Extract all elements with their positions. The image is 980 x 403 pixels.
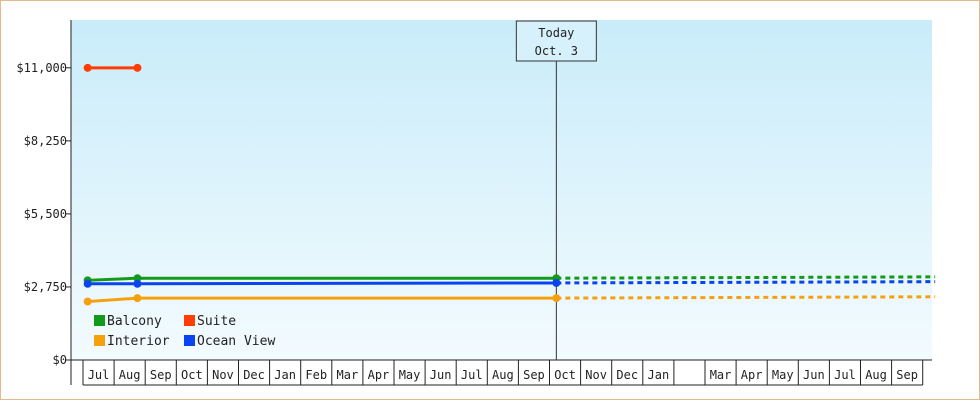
y-tick-label: $0 xyxy=(53,353,67,367)
x-tick-label: May xyxy=(399,368,421,382)
data-point-interior xyxy=(133,294,142,303)
plot-area xyxy=(71,20,932,360)
series-line-ocean-view xyxy=(87,281,557,286)
x-tick-label: Jul xyxy=(834,368,856,382)
x-tick-label: Aug xyxy=(865,368,887,382)
today-label: Today xyxy=(538,26,574,40)
x-tick-label: Nov xyxy=(212,368,234,382)
data-point-ocean-view xyxy=(552,278,561,287)
x-tick-label: Jul xyxy=(88,368,110,382)
x-tick-label: Oct xyxy=(181,368,203,382)
data-point-balcony xyxy=(133,274,142,283)
legend-swatch-suite xyxy=(184,315,195,326)
y-axis: $0 $2,750 $5,500 $8,250 $11,000 xyxy=(16,20,72,385)
series-projection-ocean-view xyxy=(556,280,936,285)
legend-swatch-interior xyxy=(94,335,105,346)
y-tick-label: $11,000 xyxy=(16,61,67,75)
legend-swatch-balcony xyxy=(94,315,105,326)
x-tick-label: Aug xyxy=(492,368,514,382)
x-tick-label: Dec xyxy=(243,368,265,382)
x-tick-label: Oct xyxy=(554,368,576,382)
x-tick-label: Jun xyxy=(430,368,452,382)
x-tick-label: Aug xyxy=(119,368,141,382)
x-tick-label: Jun xyxy=(803,368,825,382)
x-tick-label: Apr xyxy=(368,368,390,382)
x-tick-label: Jul xyxy=(461,368,483,382)
x-tick-label: May xyxy=(772,368,794,382)
data-point-interior xyxy=(552,294,561,303)
data-point-suite xyxy=(133,63,142,72)
data-point-ocean-view xyxy=(83,279,92,288)
data-point-suite xyxy=(83,63,92,72)
legend-label-suite: Suite xyxy=(197,314,236,329)
x-tick-label: Jan xyxy=(648,368,670,382)
x-tick-label: Apr xyxy=(741,368,763,382)
x-tick-label: Nov xyxy=(585,368,607,382)
y-tick-label: $8,250 xyxy=(24,134,67,148)
y-tick-label: $5,500 xyxy=(24,207,67,221)
legend-swatch-ocean-view xyxy=(184,335,195,346)
x-tick-label: Sep xyxy=(150,368,172,382)
legend-label-interior: Interior xyxy=(107,334,170,349)
x-tick-label: Feb xyxy=(305,368,327,382)
today-marker: Today Oct. 3 xyxy=(515,20,597,360)
series-lines xyxy=(83,63,936,306)
today-box xyxy=(515,20,597,62)
x-tick-label: Mar xyxy=(710,368,732,382)
x-tick-label: Jan xyxy=(274,368,296,382)
legend: Balcony Suite Interior Ocean View xyxy=(94,314,275,349)
x-tick-label: Sep xyxy=(523,368,545,382)
legend-label-balcony: Balcony xyxy=(107,314,162,329)
x-axis: Jul Aug Sep Oct Nov Dec Jan Feb Mar Apr May Jun Jul A… xyxy=(71,359,932,386)
data-point-interior xyxy=(83,297,92,306)
x-tick-label: Mar xyxy=(337,368,359,382)
y-tick-label: $2,750 xyxy=(24,280,67,294)
today-date: Oct. 3 xyxy=(535,44,578,58)
series-projection-balcony xyxy=(556,275,936,280)
data-point-ocean-view xyxy=(133,279,142,288)
series-projection-interior xyxy=(556,295,936,300)
legend-label-ocean-view: Ocean View xyxy=(197,334,275,349)
x-tick-label: Dec xyxy=(616,368,638,382)
x-tick-label: Sep xyxy=(896,368,918,382)
